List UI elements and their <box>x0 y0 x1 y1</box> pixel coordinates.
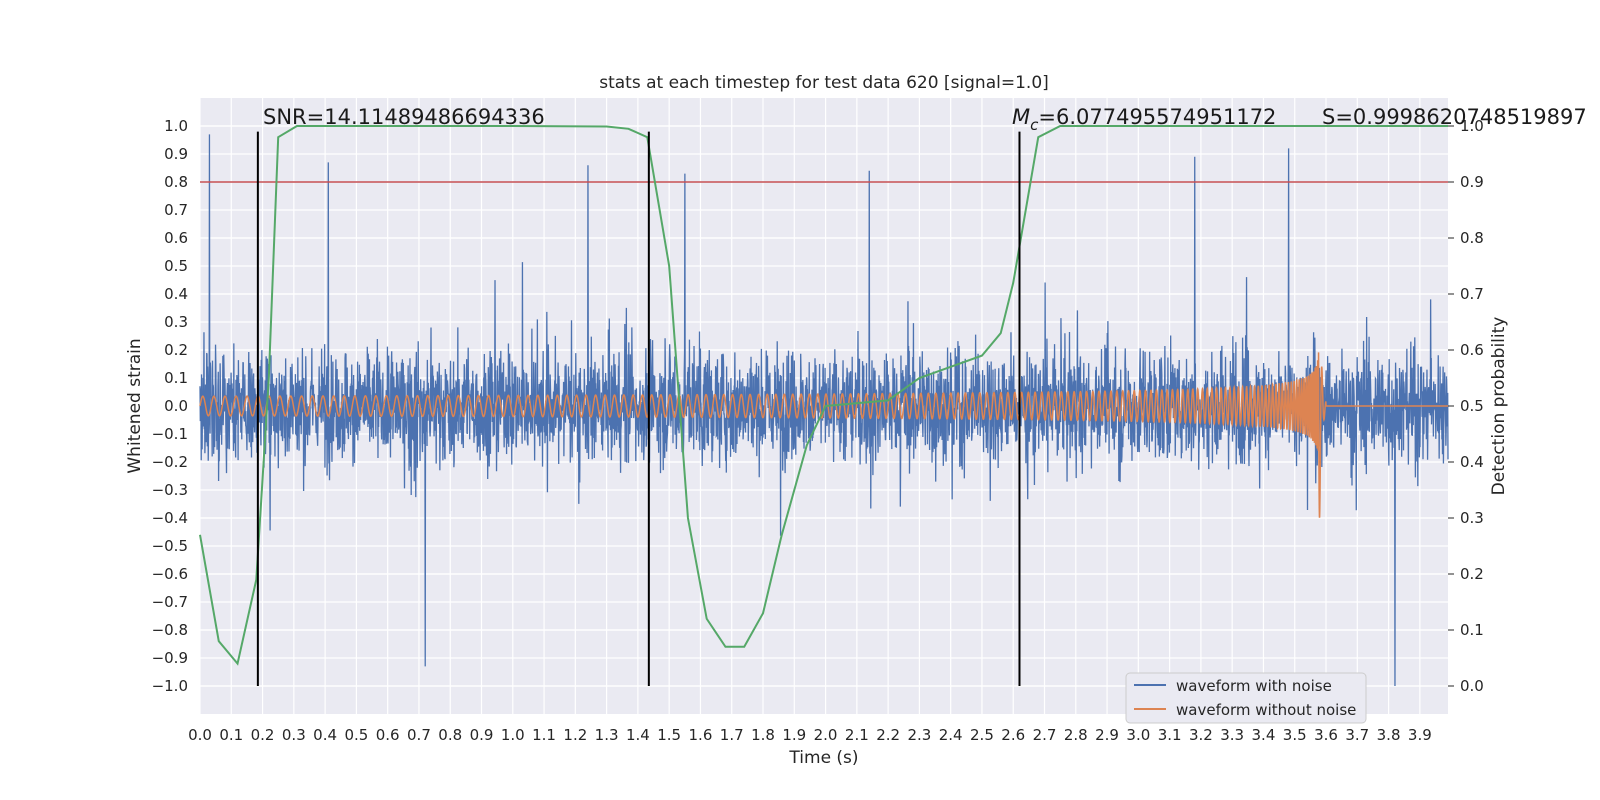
y-tick-label: −0.1 <box>152 425 188 443</box>
series-detection-probability <box>199 125 1448 666</box>
legend-label-clean: waveform without noise <box>1176 701 1356 719</box>
x-tick-label: 2.9 <box>1095 726 1119 744</box>
y2-tick-label: 0.3 <box>1460 509 1484 527</box>
x-tick-label: 3.4 <box>1252 726 1276 744</box>
y-ticks: 1.0 0.9 0.8 0.7 0.6 0.5 0.4 0.3 0.2 0.1 0.0 −0.1 −0.… <box>152 117 188 695</box>
y2-tick-label: 0.5 <box>1460 397 1484 415</box>
y-tick-label: −0.5 <box>152 537 188 555</box>
y-tick-label: −0.8 <box>152 621 188 639</box>
y-tick-label: 0.6 <box>164 229 188 247</box>
y2-tick-label: 0.4 <box>1460 453 1484 471</box>
x-tick-label: 1.3 <box>595 726 619 744</box>
y-tick-label: −1.0 <box>152 677 188 695</box>
x-tick-label: 3.6 <box>1314 726 1338 744</box>
x-tick-label: 0.0 <box>188 726 212 744</box>
x-tick-label: 3.0 <box>1126 726 1150 744</box>
y-tick-label: −0.2 <box>152 453 188 471</box>
y-tick-label: 0.0 <box>164 397 188 415</box>
y-tick-label: 0.2 <box>164 341 188 359</box>
x-tick-label: 2.7 <box>1033 726 1057 744</box>
x-tick-label: 1.7 <box>720 726 744 744</box>
y-tick-label: 0.9 <box>164 145 188 163</box>
annotations: SNR=14.11489486694336 Mc=6.0774955749511… <box>263 105 1587 134</box>
legend: waveform with noise waveform without noi… <box>1125 672 1367 724</box>
x-tick-label: 0.8 <box>438 726 462 744</box>
x-tick-label: 1.1 <box>532 726 556 744</box>
x-tick-label: 2.1 <box>845 726 869 744</box>
x-tick-label: 2.2 <box>876 726 900 744</box>
mc-symbol: M <box>1012 105 1030 129</box>
y2-tick-label: 0.7 <box>1460 285 1484 303</box>
y-tick-label: 1.0 <box>164 117 188 135</box>
x-tick-label: 3.7 <box>1345 726 1369 744</box>
y2-axis-label: Detection probability <box>1489 317 1509 496</box>
y2-tick-label: 0.0 <box>1460 677 1484 695</box>
x-tick-label: 3.8 <box>1377 726 1401 744</box>
x-tick-label: 1.6 <box>689 726 713 744</box>
y-tick-label: −0.7 <box>152 593 188 611</box>
y-tick-label: 0.4 <box>164 285 188 303</box>
y-tick-label: −0.3 <box>152 481 188 499</box>
y2-tick-label: 1.0 <box>1460 117 1484 135</box>
x-tick-label: 2.6 <box>1001 726 1025 744</box>
y2-tick-label: 0.8 <box>1460 229 1484 247</box>
x-tick-label: 0.7 <box>407 726 431 744</box>
y-axis-label: Whitened strain <box>125 338 145 473</box>
x-tick-label: 0.3 <box>282 726 306 744</box>
x-tick-label: 0.9 <box>470 726 494 744</box>
y-tick-label: −0.4 <box>152 509 188 527</box>
y-tick-label: 0.3 <box>164 313 188 331</box>
y2-tick-label: 0.2 <box>1460 565 1484 583</box>
x-tick-label: 0.2 <box>251 726 275 744</box>
x-axis-label: Time (s) <box>788 748 858 768</box>
y2-tick-label: 0.9 <box>1460 173 1484 191</box>
x-tick-label: 3.5 <box>1283 726 1307 744</box>
legend-box <box>1125 672 1367 724</box>
x-tick-label: 1.9 <box>782 726 806 744</box>
x-tick-label: 3.9 <box>1408 726 1432 744</box>
y2-tick-label: 0.1 <box>1460 621 1484 639</box>
x-tick-label: 1.0 <box>501 726 525 744</box>
snr-annotation: SNR=14.11489486694336 <box>263 105 545 129</box>
y-tick-label: 0.8 <box>164 173 188 191</box>
x-tick-label: 0.6 <box>376 726 400 744</box>
y2-ticks: 1.0 0.9 0.8 0.7 0.6 0.5 0.4 0.3 0.2 0.1 0.0 <box>1448 117 1484 695</box>
series-waveform-without-noise <box>199 352 1448 518</box>
x-tick-label: 2.5 <box>970 726 994 744</box>
y-tick-label: −0.6 <box>152 565 188 583</box>
x-tick-label: 0.4 <box>313 726 337 744</box>
x-tick-label: 1.2 <box>563 726 587 744</box>
x-tick-label: 2.4 <box>939 726 963 744</box>
x-tick-label: 2.3 <box>907 726 931 744</box>
x-tick-label: 2.8 <box>1064 726 1088 744</box>
x-tick-label: 3.3 <box>1220 726 1244 744</box>
chart-title: stats at each timestep for test data 620… <box>599 73 1049 93</box>
x-tick-label: 0.5 <box>344 726 368 744</box>
x-tick-label: 1.5 <box>657 726 681 744</box>
y-tick-label: −0.9 <box>152 649 188 667</box>
mc-subscript: c <box>1030 116 1039 134</box>
mc-annotation: Mc=6.077495574951172 <box>1012 105 1276 134</box>
x-tick-label: 2.0 <box>814 726 838 744</box>
y-tick-label: 0.7 <box>164 201 188 219</box>
x-tick-label: 1.4 <box>626 726 650 744</box>
x-tick-label: 3.2 <box>1189 726 1213 744</box>
x-tick-label: 3.1 <box>1158 726 1182 744</box>
s-annotation: S=0.9998620748519897 <box>1322 105 1587 129</box>
legend-label-noise: waveform with noise <box>1176 677 1332 695</box>
y-tick-label: 0.5 <box>164 257 188 275</box>
mc-value: =6.077495574951172 <box>1038 105 1276 129</box>
x-tick-label: 1.8 <box>751 726 775 744</box>
y2-tick-label: 0.6 <box>1460 341 1484 359</box>
x-tick-label: 0.1 <box>219 726 243 744</box>
x-ticks: 0.0 0.1 0.2 0.3 0.4 0.5 0.6 0.7 0.8 0.9 1.0 1.1 1.2 1… <box>188 726 1432 744</box>
y-tick-label: 0.1 <box>164 369 188 387</box>
data-layer <box>199 125 1449 687</box>
